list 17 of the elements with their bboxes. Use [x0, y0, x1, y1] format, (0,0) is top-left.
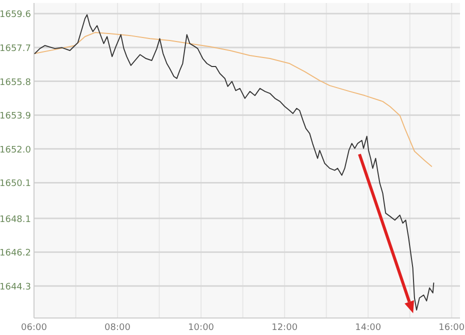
y-tick-label: 1657.7 — [0, 44, 31, 54]
y-tick-label: 1648.1 — [0, 214, 31, 225]
line-series — [34, 32, 432, 167]
x-tick-label: 14:00 — [355, 323, 382, 333]
y-tick-label: 1655.8 — [0, 78, 32, 88]
line-series — [34, 14, 434, 310]
y-tick-label: 1646.2 — [0, 248, 31, 259]
y-tick-label: 1652.0 — [0, 145, 32, 156]
y-tick-label: 1650.1 — [0, 179, 31, 190]
y-tick-label: 1644.3 — [0, 282, 31, 292]
y-tick-label: 1659.6 — [0, 10, 32, 20]
x-tick-label: 08:00 — [104, 323, 131, 333]
x-tick-label: 06:00 — [21, 323, 48, 333]
x-tick-label: 10:00 — [188, 323, 214, 333]
x-tick-label: 16:00 — [438, 323, 465, 333]
y-tick-label: 1653.9 — [0, 112, 32, 122]
x-tick-label: 12:00 — [272, 323, 298, 333]
